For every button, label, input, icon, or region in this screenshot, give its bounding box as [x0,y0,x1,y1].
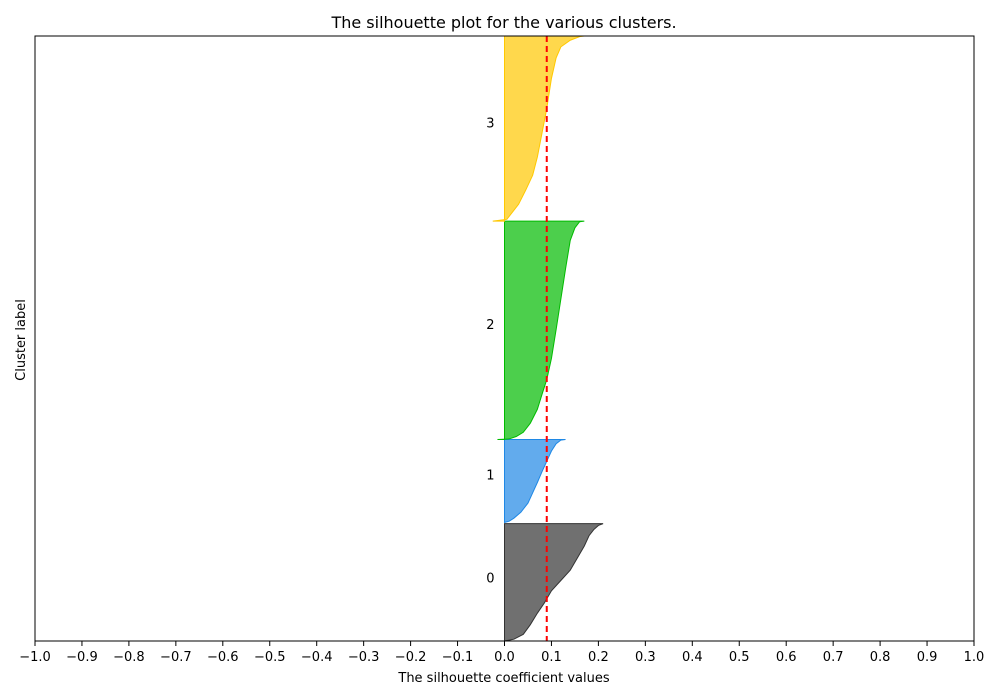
x-tick-label: 0.1 [541,650,562,665]
x-tick-label: −0.7 [160,650,192,665]
x-axis: −1.0 −0.9 −0.8 −0.7 −0.6 −0.5 −0.4 −0.3 −0.2 −0.1… [19,641,984,665]
x-tick-label: 0.2 [588,650,609,665]
cluster-1-silhouette [504,439,566,524]
x-tick-label: −0.5 [254,650,286,665]
plot-area: 0 1 2 3 [34,35,975,642]
x-tick-label: −0.1 [442,650,474,665]
x-tick-label: −0.2 [395,650,427,665]
x-tick-label: −0.8 [113,650,145,665]
x-tick-label: 0.9 [917,650,938,665]
x-tick-label: −0.3 [348,650,380,665]
x-tick-label: 0.7 [823,650,844,665]
x-tick-label: −0.4 [301,650,333,665]
cluster-2-label: 2 [486,318,494,333]
cluster-0-silhouette [504,523,604,642]
x-tick-label: 0.4 [682,650,703,665]
x-tick-label: 0.6 [776,650,797,665]
cluster-0-label: 0 [486,571,494,586]
cluster-1-label: 1 [486,469,494,484]
x-tick-label: 0.5 [729,650,750,665]
y-axis-label: Cluster label [14,299,29,381]
x-tick-label: 0.3 [635,650,656,665]
chart-title: The silhouette plot for the various clus… [330,13,676,32]
cluster-3-silhouette [492,35,585,222]
x-tick-label: −0.9 [66,650,98,665]
x-tick-label: 0.8 [870,650,891,665]
x-tick-label: 1.0 [964,650,985,665]
cluster-3-label: 3 [486,117,494,132]
cluster-2-silhouette [497,220,585,441]
x-tick-label: 0.0 [494,650,515,665]
x-tick-label: −0.6 [207,650,239,665]
x-tick-label: −1.0 [19,650,51,665]
x-axis-label: The silhouette coefficient values [397,671,609,686]
